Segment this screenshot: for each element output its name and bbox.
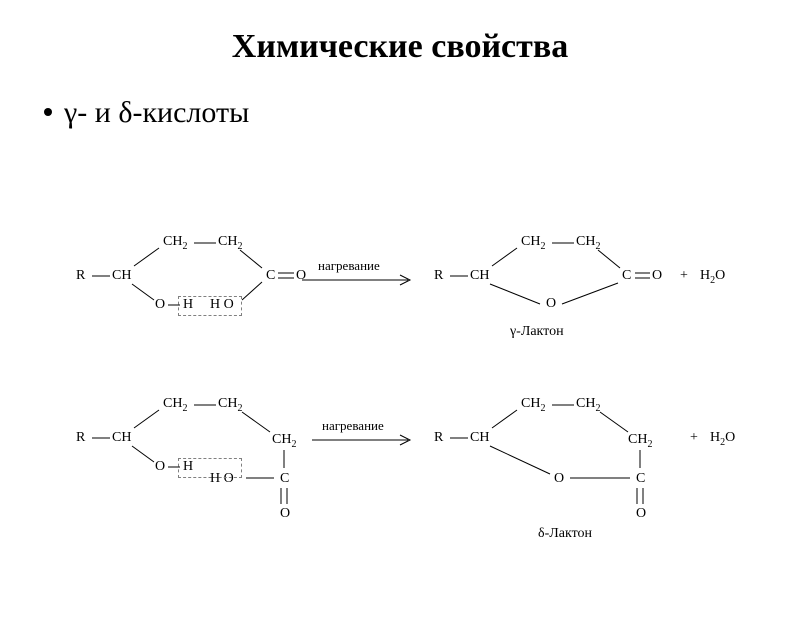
- reaction1-plus: +: [680, 268, 688, 284]
- r1-R: R: [76, 268, 85, 284]
- r2-R: R: [76, 430, 85, 446]
- r2-CH2a: CH2: [163, 396, 187, 414]
- diagram-area: R CH CH2 CH2 C O O H H O нагревание: [0, 228, 800, 628]
- slide-title: Химические свойства: [0, 28, 800, 66]
- subtitle-suffix: -кислоты: [132, 96, 249, 129]
- reaction2-plus: +: [690, 430, 698, 446]
- r2-leaving-group-frame: [178, 458, 242, 478]
- r2-Odouble: O: [280, 506, 290, 522]
- subtitle-gamma: γ: [64, 96, 77, 129]
- reaction1-arrow-label: нагревание: [318, 258, 380, 274]
- r1-CH2b: CH2: [218, 234, 242, 252]
- r1-OH-O: O: [155, 297, 165, 313]
- p1-CH2b: CH2: [576, 234, 600, 252]
- p2-C: C: [636, 471, 645, 487]
- r1-C: C: [266, 268, 275, 284]
- p2-Oring: O: [554, 471, 564, 487]
- r1-leaving-group-frame: [178, 296, 242, 316]
- p1-Oring: O: [546, 296, 556, 312]
- p1-C: C: [622, 268, 631, 284]
- r1-CH2a: CH2: [163, 234, 187, 252]
- p2-R: R: [434, 430, 443, 446]
- p1-Oeq: O: [652, 268, 662, 284]
- r2-C: C: [280, 471, 289, 487]
- p2-CH2b: CH2: [576, 396, 600, 414]
- r2-CH: CH: [112, 430, 131, 446]
- subtitle-mid: - и: [77, 96, 118, 129]
- p2-CH: CH: [470, 430, 489, 446]
- subtitle-delta: δ: [118, 96, 132, 129]
- bullet-icon: [44, 108, 52, 116]
- r2-CH2b: CH2: [218, 396, 242, 414]
- reaction2-arrow-label: нагревание: [322, 418, 384, 434]
- p2-CH2c: CH2: [628, 432, 652, 450]
- r2-OH-O: O: [155, 459, 165, 475]
- p1-R: R: [434, 268, 443, 284]
- reaction2-water: H2O: [710, 430, 735, 448]
- p1-CH: CH: [470, 268, 489, 284]
- reaction2-reactant-bonds: [70, 388, 310, 518]
- reaction1-water: H2O: [700, 268, 725, 286]
- r2-CH2c: CH2: [272, 432, 296, 450]
- delta-lactone-label: δ-Лактон: [538, 526, 592, 542]
- p2-Odouble: O: [636, 506, 646, 522]
- gamma-lactone-label: γ-Лактон: [510, 324, 564, 340]
- p1-CH2a: CH2: [521, 234, 545, 252]
- p2-CH2a: CH2: [521, 396, 545, 414]
- r1-CH: CH: [112, 268, 131, 284]
- subtitle: γ- и δ-кислоты: [44, 96, 800, 130]
